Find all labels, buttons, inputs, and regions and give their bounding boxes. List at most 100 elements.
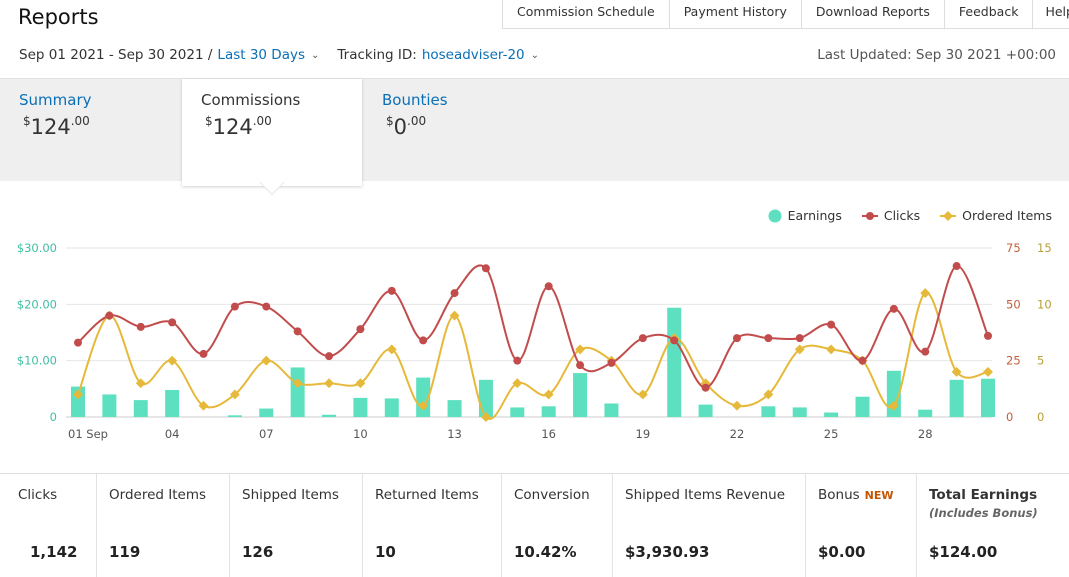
clicks-point — [638, 334, 647, 343]
x-tick-label: 28 — [918, 427, 933, 441]
stat-conversion-label: Conversion — [514, 487, 590, 503]
clicks-point — [262, 302, 271, 311]
earnings-chart: Earnings Clicks Ordered Items $30.00 75 15… — [0, 181, 1069, 473]
earnings-bar — [698, 404, 713, 417]
top-navigation: Commission Schedule Payment History Down… — [502, 0, 1069, 29]
ordered-items-point — [983, 366, 993, 377]
ordered-items-point — [888, 400, 899, 411]
legend-clicks[interactable]: Clicks — [861, 208, 920, 223]
clicks-point — [795, 334, 804, 343]
legend-earnings[interactable]: Earnings — [768, 208, 842, 223]
stat-shipped-revenue-label: Shipped Items Revenue — [625, 487, 786, 503]
y-ordered-tick-label: 15 — [1037, 241, 1052, 255]
tab-summary[interactable]: Summary $124.00 — [0, 79, 182, 182]
y-left-tick-label: 0 — [50, 410, 57, 424]
clicks-point — [607, 358, 616, 367]
chevron-down-icon[interactable]: ⌄ — [530, 49, 540, 61]
earnings-bar — [478, 379, 493, 417]
nav-payment-history[interactable]: Payment History — [668, 0, 801, 29]
tab-bounties[interactable]: Bounties $0.00 — [363, 79, 543, 182]
tab-commissions-label: Commissions — [201, 91, 301, 109]
y-clicks-tick-label: 25 — [1006, 354, 1021, 368]
y-clicks-tick-label: 0 — [1006, 410, 1013, 424]
earnings-bar — [510, 407, 525, 417]
earnings-bar — [259, 408, 274, 417]
ordered-items-point — [355, 378, 366, 389]
ordered-items-point — [920, 288, 931, 299]
earnings-bar — [981, 378, 995, 417]
earnings-bar — [165, 389, 180, 417]
period-dropdown[interactable]: Last 30 Days — [217, 47, 305, 63]
clicks-point — [889, 304, 898, 313]
stat-returned-items-value: 10 — [375, 543, 396, 561]
clicks-point — [513, 356, 522, 365]
stat-shipped-revenue: Shipped Items Revenue $3,930.93 — [613, 474, 806, 577]
x-tick-label: 10 — [353, 427, 368, 441]
x-tick-label: 01 Sep — [68, 427, 108, 441]
clicks-point — [450, 289, 459, 298]
stat-clicks-label: Clicks — [18, 487, 58, 503]
earnings-bar — [667, 307, 682, 417]
earnings-bar — [604, 403, 619, 417]
stat-bonus-label: Bonus NEW — [818, 487, 894, 503]
nav-download-reports[interactable]: Download Reports — [800, 0, 944, 29]
earnings-bar — [227, 415, 242, 417]
y-ordered-tick-label: 0 — [1037, 410, 1044, 424]
clicks-point — [419, 336, 428, 345]
nav-help[interactable]: Help — [1032, 0, 1069, 29]
tab-commissions-value: $124.00 — [205, 114, 272, 139]
active-tab-pointer — [259, 181, 285, 194]
ordered-items-point — [543, 389, 554, 400]
x-tick-label: 16 — [541, 427, 556, 441]
clicks-point — [921, 347, 930, 356]
stat-bonus-value: $0.00 — [818, 543, 866, 561]
ordered-items-point — [73, 389, 83, 400]
stat-shipped-items-value: 126 — [242, 543, 274, 561]
clicks-point — [168, 318, 177, 327]
x-tick-label: 07 — [259, 427, 274, 441]
stat-shipped-items-label: Shipped Items — [242, 487, 339, 503]
ordered-items-point — [512, 378, 523, 389]
clicks-point — [230, 302, 239, 311]
x-tick-label: 13 — [447, 427, 462, 441]
earnings-bar — [290, 367, 305, 417]
nav-commission-schedule[interactable]: Commission Schedule — [502, 0, 669, 29]
ordered-items-point — [732, 400, 742, 411]
chart-legend: Earnings Clicks Ordered Items — [748, 208, 1052, 223]
y-ordered-tick-label: 10 — [1037, 297, 1052, 311]
ordered-items-line — [77, 292, 989, 420]
legend-ordered-marker — [940, 210, 957, 221]
ordered-items-point — [637, 389, 648, 400]
tracking-id-dropdown[interactable]: hoseadviser-20 — [421, 47, 525, 63]
legend-clicks-marker — [861, 211, 878, 220]
page-title: Reports — [18, 5, 99, 29]
earnings-bar — [761, 406, 776, 417]
earnings-bar — [541, 406, 556, 417]
clicks-point — [105, 311, 114, 320]
ordered-items-point — [261, 355, 272, 366]
clicks-point — [325, 352, 334, 361]
earnings-bar — [102, 394, 117, 417]
clicks-point — [732, 334, 741, 343]
clicks-point — [74, 338, 82, 347]
stat-shipped-revenue-value: $3,930.93 — [625, 543, 710, 561]
ordered-items-point — [167, 355, 178, 366]
ordered-items-point — [826, 344, 837, 355]
ordered-items-point — [135, 378, 146, 389]
chevron-down-icon[interactable]: ⌄ — [311, 49, 320, 61]
new-badge: NEW — [864, 489, 894, 502]
x-tick-label: 25 — [824, 427, 839, 441]
earnings-bar — [792, 407, 807, 417]
nav-feedback[interactable]: Feedback — [943, 0, 1033, 29]
report-filters: Sep 01 2021 - Sep 30 2021 / Last 30 Days… — [19, 47, 545, 63]
ordered-items-point — [292, 378, 303, 389]
stat-ordered-items-value: 119 — [109, 543, 141, 561]
earnings-bar — [824, 412, 839, 417]
clicks-point — [827, 320, 836, 329]
tab-commissions[interactable]: Commissions $124.00 — [182, 79, 362, 186]
legend-ordered-items[interactable]: Ordered Items — [940, 208, 1052, 223]
earnings-bar — [133, 400, 148, 417]
x-tick-label: 19 — [636, 427, 651, 441]
earnings-bar — [949, 379, 964, 417]
clicks-point — [544, 282, 553, 291]
